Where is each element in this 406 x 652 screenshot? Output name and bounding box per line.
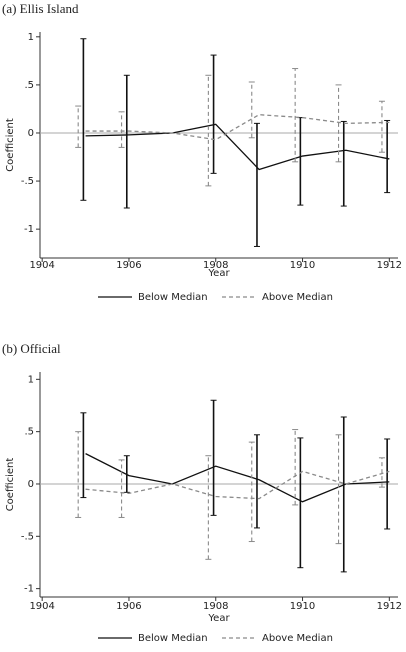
- x-tick-label: 1906: [116, 601, 141, 612]
- y-tick-label: -1: [24, 224, 34, 235]
- legend-label: Above Median: [262, 292, 333, 303]
- panel-title: (a) Ellis Island: [2, 1, 79, 16]
- series-line: [85, 114, 390, 141]
- x-tick-label: 1908: [203, 260, 228, 271]
- x-tick-label: 1904: [29, 601, 54, 612]
- x-tick-label: 1912: [377, 260, 402, 271]
- y-tick-label: -.5: [21, 176, 34, 187]
- x-axis-label: Year: [207, 613, 230, 624]
- y-tick-label: -1: [24, 584, 34, 595]
- y-tick-label: .5: [24, 80, 34, 91]
- series-line: [85, 470, 390, 500]
- y-tick-label: 0: [28, 128, 34, 139]
- y-tick-label: .5: [24, 427, 34, 438]
- x-tick-label: 1910: [290, 260, 315, 271]
- x-tick-label: 1910: [290, 601, 315, 612]
- x-axis-label: Year: [207, 268, 230, 279]
- y-axis-label: Coefficient: [5, 118, 16, 172]
- x-tick-label: 1912: [377, 601, 402, 612]
- legend-label: Below Median: [138, 292, 208, 303]
- x-tick-label: 1904: [29, 260, 54, 271]
- x-tick-label: 1908: [203, 601, 228, 612]
- y-tick-label: 0: [28, 479, 34, 490]
- y-axis-label: Coefficient: [5, 458, 16, 512]
- panel-title: (b) Official: [2, 341, 61, 356]
- x-tick-label: 1906: [116, 260, 141, 271]
- legend-label: Above Median: [262, 633, 333, 644]
- y-tick-label: 1: [28, 374, 34, 385]
- y-tick-label: -.5: [21, 531, 34, 542]
- legend-label: Below Median: [138, 633, 208, 644]
- y-tick-label: 1: [28, 32, 34, 43]
